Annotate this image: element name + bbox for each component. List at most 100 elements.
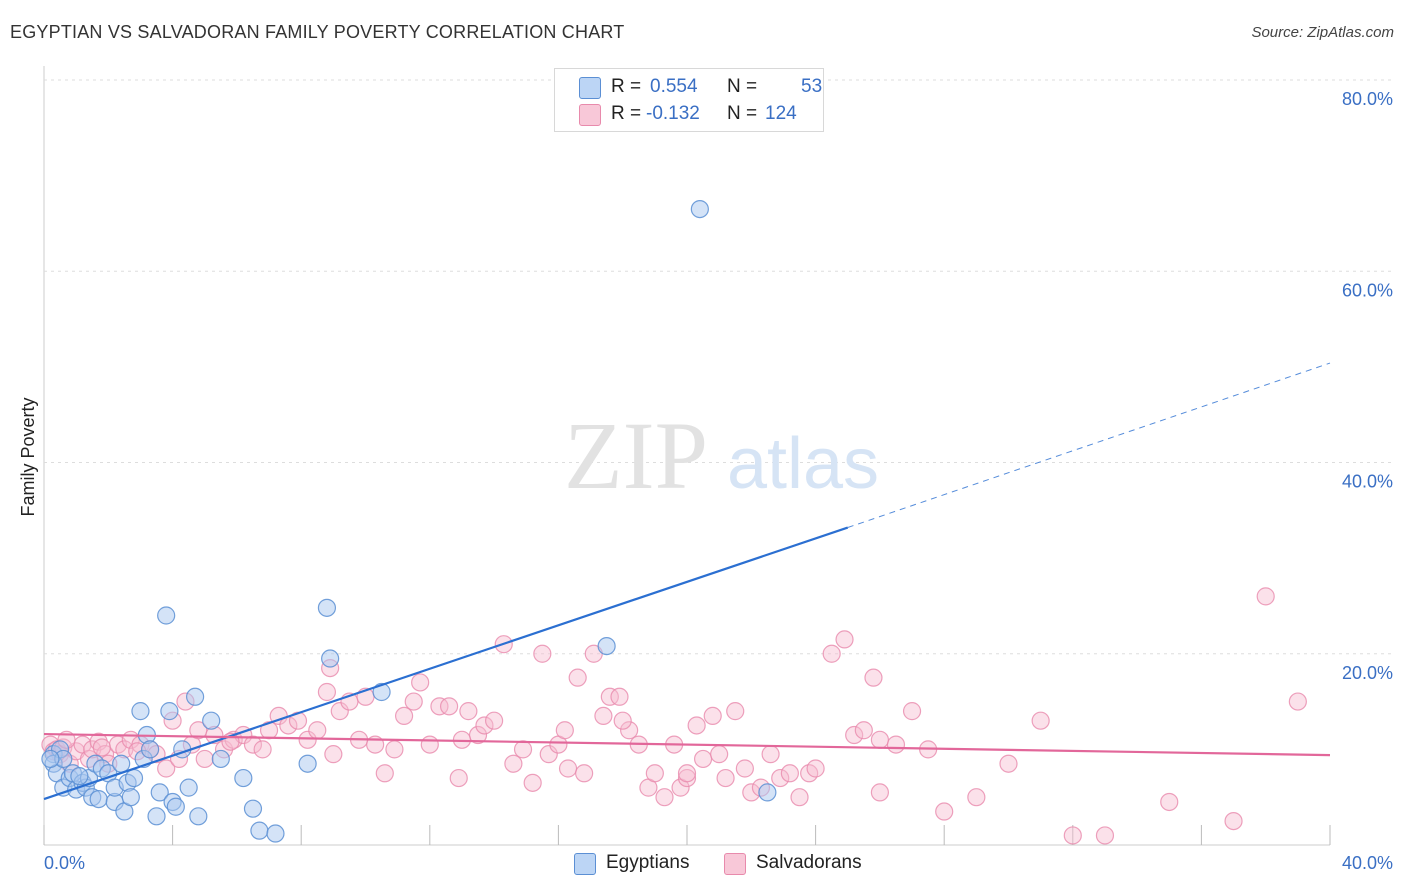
egyptian-point <box>234 768 253 788</box>
egyptian-point <box>321 649 340 668</box>
salvadoran-point <box>710 745 729 764</box>
egyptian-point <box>211 749 230 769</box>
salvadoran-point <box>243 735 263 754</box>
salvadoran-point <box>504 754 523 773</box>
salvadoran-point <box>620 721 639 740</box>
y-tick-label: 20.0% <box>1342 663 1393 683</box>
watermark-zip: ZIP <box>564 402 708 509</box>
y-tick-label: 80.0% <box>1342 89 1393 109</box>
salvadoran-point <box>375 764 394 783</box>
correlation-legend: R = 0.554 N = 53 R = -0.132 N = 124 <box>554 68 824 132</box>
salvadoran-point <box>195 749 214 769</box>
salvadoran-point <box>568 668 587 687</box>
salvadoran-point <box>999 754 1018 773</box>
source-label: Source: ZipAtlas.com <box>1251 24 1394 41</box>
egyptian-point <box>112 754 131 773</box>
salvadoran-point <box>655 788 674 807</box>
x-axis-tick-labels: 0.0% 40.0% <box>44 853 1393 873</box>
salvadoran-point <box>555 721 574 740</box>
salvadorans-r-value: -0.132 <box>646 103 700 124</box>
watermark-atlas: atlas <box>727 424 879 504</box>
salvadoran-point <box>935 802 954 821</box>
salvadoran-point <box>854 721 873 740</box>
egyptian-point <box>372 682 391 702</box>
egyptians-trend-extension <box>847 362 1331 528</box>
salvadoran-point <box>677 764 697 783</box>
salvadoran-point <box>533 644 552 663</box>
salvadoran-point <box>575 764 594 783</box>
r-label: R = <box>611 103 642 124</box>
salvadoran-point <box>967 788 986 807</box>
egyptians-legend-label: Egyptians <box>606 852 690 873</box>
egyptian-point <box>298 754 317 773</box>
salvadoran-point <box>716 768 735 788</box>
salvadoran-point <box>523 773 542 792</box>
salvadoran-point <box>677 768 697 788</box>
egyptian-point <box>150 783 169 802</box>
salvadoran-point <box>330 702 349 721</box>
salvadoran-point <box>735 759 754 778</box>
salvadorans-points <box>41 587 1307 845</box>
salvadoran-point <box>780 764 799 783</box>
salvadoran-point <box>1063 826 1082 845</box>
trend-lines <box>43 362 1331 801</box>
egyptians-swatch <box>579 77 601 99</box>
x-axis-ticks <box>43 825 1331 845</box>
salvadoran-point <box>308 721 327 740</box>
egyptian-point <box>131 702 150 721</box>
salvadoran-point <box>404 692 423 711</box>
salvadoran-point <box>693 749 713 769</box>
chart-title: EGYPTIAN VS SALVADORAN FAMILY POVERTY CO… <box>10 22 625 42</box>
egyptians-r-value: 0.554 <box>650 76 698 97</box>
salvadoran-point <box>253 740 272 759</box>
salvadoran-point <box>790 788 809 807</box>
egyptian-point <box>690 199 709 219</box>
salvadoran-point <box>864 668 883 687</box>
salvadoran-point <box>475 716 494 735</box>
egyptians-trend-line <box>43 526 849 801</box>
salvadoran-point <box>845 725 864 745</box>
salvadoran-point <box>594 706 613 726</box>
egyptian-point <box>70 767 89 786</box>
egyptian-point <box>41 749 60 769</box>
egyptian-point <box>266 824 285 843</box>
salvadoran-point <box>449 768 468 788</box>
salvadoran-point <box>703 706 722 726</box>
salvadoran-point <box>92 738 111 757</box>
egyptian-point <box>179 778 198 797</box>
salvadoran-point <box>1031 711 1050 730</box>
egyptian-point <box>202 711 221 730</box>
salvadorans-trend-line <box>43 732 1331 757</box>
egyptians-n-value: 53 <box>801 76 823 97</box>
salvadoran-point <box>822 644 841 663</box>
salvadoran-point <box>613 711 632 730</box>
salvadoran-point <box>902 702 922 721</box>
salvadoran-point <box>513 740 533 759</box>
salvadoran-point <box>761 745 780 764</box>
egyptian-point <box>189 807 208 826</box>
salvadoran-point <box>726 702 745 721</box>
egyptian-point <box>186 687 205 706</box>
salvadoran-point <box>645 764 664 783</box>
y-axis-label: Family Poverty <box>18 397 38 516</box>
salvadoran-point <box>610 687 629 706</box>
egyptians-points <box>41 199 777 843</box>
salvadoran-point <box>558 759 578 778</box>
salvadoran-point <box>394 706 414 726</box>
salvadoran-point <box>687 716 706 735</box>
y-tick-label: 60.0% <box>1342 280 1393 300</box>
salvadoran-point <box>539 745 558 764</box>
salvadoran-point <box>1256 587 1275 606</box>
salvadorans-swatch <box>579 104 601 126</box>
salvadoran-point <box>298 730 317 749</box>
r-label: R = <box>611 76 642 97</box>
salvadoran-point <box>157 759 176 778</box>
salvadoran-point <box>411 673 430 692</box>
egyptians-swatch <box>574 853 596 875</box>
n-label: N = <box>727 76 758 97</box>
salvadorans-n-value: 124 <box>765 103 797 124</box>
egyptian-point <box>121 788 140 807</box>
salvadoran-point <box>870 730 890 749</box>
egyptian-point <box>250 821 269 840</box>
